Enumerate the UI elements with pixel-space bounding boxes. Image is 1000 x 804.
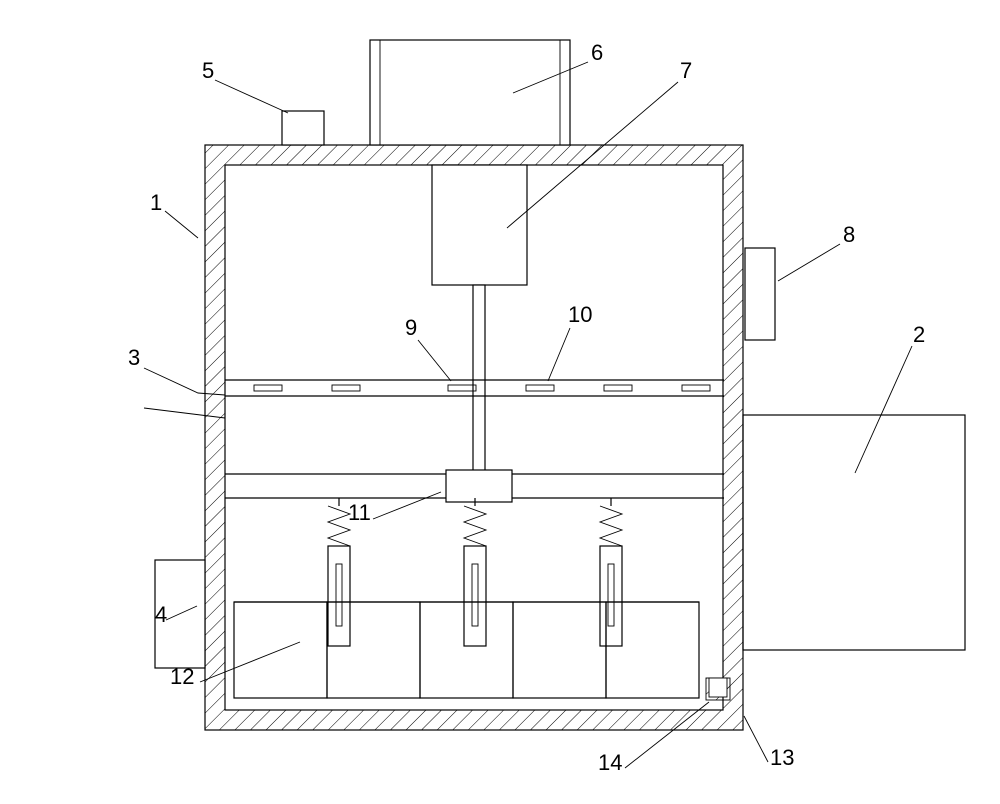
spring (328, 506, 350, 546)
box-6 (370, 40, 570, 145)
leader-1 (165, 211, 198, 238)
block-7 (432, 165, 527, 285)
sleeve (464, 546, 486, 646)
label-14: 14 (598, 750, 622, 775)
label-12: 12 (170, 664, 194, 689)
label-3: 3 (128, 345, 140, 370)
bracket-14 (706, 678, 730, 700)
spring (600, 506, 622, 546)
slot-10 (332, 385, 360, 391)
leader-2 (855, 346, 912, 473)
sleeve (328, 546, 350, 646)
label-1: 1 (150, 190, 162, 215)
label-13: 13 (770, 745, 794, 770)
slot-10 (526, 385, 554, 391)
spring (464, 506, 486, 546)
slot-10 (254, 385, 282, 391)
leader-13 (744, 716, 768, 762)
leader-11 (373, 492, 441, 519)
sleeve (600, 546, 622, 646)
label-5: 5 (202, 58, 214, 83)
hub-11 (446, 470, 512, 502)
slot-10 (448, 385, 476, 391)
base-block (513, 602, 606, 698)
label-6: 6 (591, 40, 603, 65)
leader-5 (215, 80, 288, 113)
slot-10 (682, 385, 710, 391)
leader-9 (418, 340, 451, 381)
panel-8 (745, 248, 775, 340)
shaft (473, 285, 485, 500)
label-11: 11 (348, 500, 371, 525)
leader-10 (548, 328, 570, 381)
label-2: 2 (913, 322, 925, 347)
label-8: 8 (843, 222, 855, 247)
slot-10 (604, 385, 632, 391)
stub-5 (282, 111, 324, 145)
label-4: 4 (155, 602, 167, 627)
label-9: 9 (405, 315, 417, 340)
leader-8 (778, 244, 840, 281)
box-2 (743, 415, 965, 650)
label-7: 7 (680, 58, 692, 83)
label-10: 10 (568, 302, 592, 327)
